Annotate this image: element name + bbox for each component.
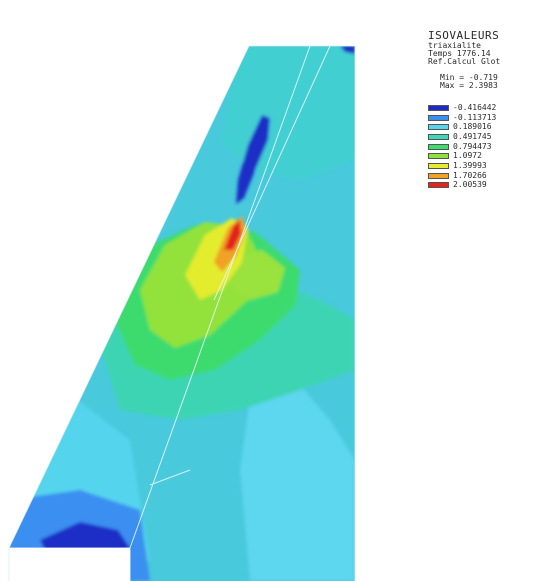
legend-level-value: 2.00539 (453, 180, 487, 190)
legend-swatch (428, 172, 449, 179)
color-scale: -0.416442 -0.113713 0.189016 0.491745 0.… (428, 103, 535, 190)
legend-level-value: -0.416442 (453, 102, 497, 112)
legend-level: 0.794473 (428, 142, 535, 152)
legend-level-value: 1.39993 (453, 160, 487, 170)
legend-level-value: -0.113713 (453, 112, 497, 122)
field-red (224, 220, 241, 250)
legend-line-ref: Ref.Calcul Glot (428, 57, 501, 66)
legend-level: -0.416442 (428, 103, 535, 113)
legend-level: -0.113713 (428, 113, 535, 123)
legend-swatch (428, 162, 449, 169)
legend-level: 1.0972 (428, 151, 535, 161)
legend-swatch (428, 153, 449, 160)
legend-swatch (428, 124, 449, 131)
field-blue-streak (236, 115, 270, 204)
mesh-line-short (213, 46, 331, 301)
field-blue-corner (340, 46, 355, 54)
legend-line-time: Temps 1776.14 (428, 49, 491, 58)
legend-level: 2.00539 (428, 181, 535, 191)
legend-title: ISOVALEURS (428, 29, 500, 42)
legend-level-value: 1.0972 (453, 151, 482, 161)
legend-min: Min = -0.719 (440, 73, 498, 82)
mesh-line-long (129, 46, 311, 549)
legend-level-value: 0.189016 (453, 122, 492, 132)
legend-line-field: triaxialite (428, 41, 481, 50)
dam-outline (8, 45, 356, 581)
field-top-teal (220, 46, 355, 180)
legend-swatch (428, 114, 449, 121)
legend-swatch (428, 104, 449, 111)
legend-level: 0.491745 (428, 132, 535, 142)
legend-swatch (428, 143, 449, 150)
legend-swatch (428, 133, 449, 140)
legend-level-value: 0.794473 (453, 141, 492, 151)
legend-swatch (428, 182, 449, 189)
legend-level: 1.70266 (428, 171, 535, 181)
legend-level-value: 0.491745 (453, 131, 492, 141)
legend: ISOVALEURS triaxialite Temps 1776.14 Ref… (428, 30, 535, 190)
legend-level: 1.39993 (428, 161, 535, 171)
mesh-line-lower (149, 469, 191, 486)
legend-level-value: 1.70266 (453, 170, 487, 180)
legend-level: 0.189016 (428, 122, 535, 132)
legend-max: Max = 2.3983 (440, 81, 498, 90)
field-right-cyan (240, 360, 355, 581)
